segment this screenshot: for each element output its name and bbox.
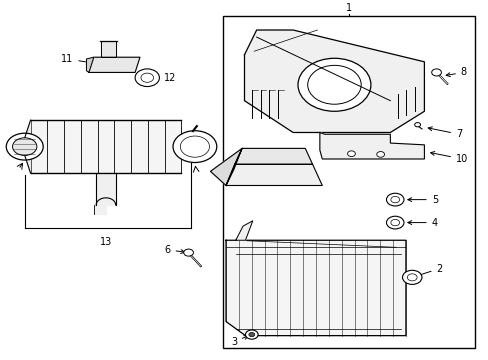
Circle shape: [386, 216, 403, 229]
Circle shape: [141, 73, 153, 82]
Polygon shape: [225, 240, 405, 336]
Circle shape: [297, 58, 370, 111]
Text: 3: 3: [230, 336, 248, 347]
Circle shape: [307, 66, 361, 104]
Text: 10: 10: [430, 152, 468, 164]
Polygon shape: [94, 205, 106, 214]
Polygon shape: [86, 57, 94, 72]
Circle shape: [407, 274, 416, 281]
Polygon shape: [319, 132, 424, 159]
Circle shape: [6, 133, 43, 160]
Text: 11: 11: [61, 54, 93, 64]
Text: 12: 12: [151, 73, 176, 83]
Text: 5: 5: [407, 195, 437, 204]
Circle shape: [173, 131, 216, 162]
Circle shape: [183, 249, 193, 256]
Circle shape: [414, 123, 420, 127]
Text: 13: 13: [100, 237, 112, 247]
Circle shape: [390, 219, 399, 226]
Text: 14: 14: [12, 141, 24, 152]
Text: 7: 7: [427, 127, 461, 139]
Polygon shape: [101, 41, 116, 57]
Polygon shape: [89, 57, 140, 72]
Polygon shape: [30, 120, 181, 173]
Bar: [222, 16, 474, 348]
Text: 6: 6: [164, 245, 184, 255]
Circle shape: [248, 333, 254, 337]
Polygon shape: [96, 175, 116, 205]
Text: 9: 9: [284, 165, 312, 175]
Polygon shape: [225, 164, 322, 185]
Circle shape: [245, 330, 258, 339]
Polygon shape: [244, 30, 424, 132]
Circle shape: [180, 136, 209, 157]
Circle shape: [376, 152, 384, 157]
Circle shape: [402, 270, 421, 284]
Circle shape: [386, 193, 403, 206]
Polygon shape: [210, 148, 242, 185]
Text: 8: 8: [445, 67, 466, 77]
Text: 4: 4: [407, 217, 437, 228]
Polygon shape: [234, 148, 312, 164]
Polygon shape: [225, 148, 242, 185]
Polygon shape: [235, 221, 252, 240]
Circle shape: [347, 151, 355, 157]
Circle shape: [135, 69, 159, 86]
Circle shape: [431, 69, 441, 76]
Text: 2: 2: [415, 264, 442, 277]
Circle shape: [13, 138, 37, 156]
Text: 1: 1: [346, 3, 351, 13]
Circle shape: [390, 197, 399, 203]
Text: 14: 14: [189, 141, 202, 152]
Polygon shape: [25, 120, 30, 173]
